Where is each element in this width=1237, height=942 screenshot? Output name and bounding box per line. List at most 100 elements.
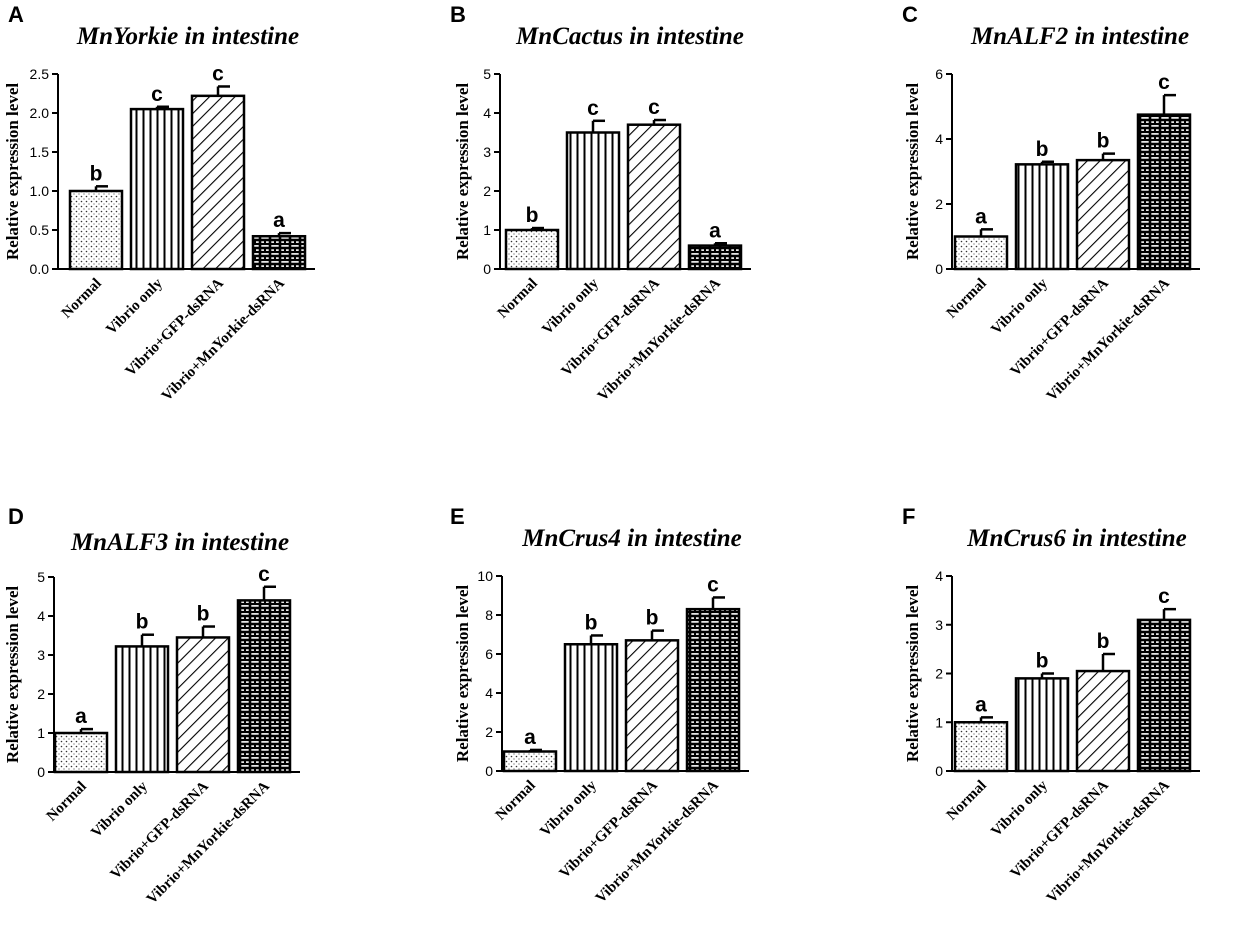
significance-label: b (585, 611, 598, 634)
significance-label: c (707, 573, 719, 596)
y-tick-label: 0.5 (30, 222, 50, 238)
y-tick-label: 2 (37, 686, 45, 702)
y-tick-label: 4 (37, 608, 45, 624)
significance-label: a (273, 209, 285, 232)
bar-vibrio-gfp-dsrna (626, 123, 682, 271)
panel-f: F MnCrus6 in intestine Relative expression… (902, 504, 1200, 906)
category-label-normal: Normal (944, 276, 990, 322)
panel-title: MnCrus4 in intestine (521, 525, 742, 552)
significance-label: c (151, 83, 163, 106)
panel-title: MnALF2 in intestine (970, 23, 1189, 50)
significance-label: b (1036, 138, 1049, 161)
y-tick-label: 6 (935, 66, 943, 82)
panel-title: MnALF3 in intestine (70, 529, 289, 556)
bar-vibrio-mnyorkie-dsrna (685, 607, 741, 773)
category-label-vibrio-only: Vibrio only (988, 777, 1051, 840)
y-axis-label: Relative expression level (453, 585, 472, 762)
panel-d: D MnALF3 in intestine Relative expression … (3, 504, 300, 907)
significance-label: b (90, 162, 103, 185)
panel-letter: C (902, 2, 918, 27)
significance-label: a (975, 693, 987, 716)
significance-label: a (524, 726, 536, 749)
y-tick-label: 1 (483, 222, 491, 238)
category-label-vibrio-only: Vibrio only (103, 275, 166, 338)
y-tick-label: 1 (935, 714, 943, 730)
y-tick-label: 1.5 (30, 144, 50, 160)
panel-title: MnCrus6 in intestine (966, 525, 1187, 552)
category-label-vibrio-mnyorkie-dsrna: Vibrio+MnYorkie-dsRNA (593, 777, 722, 906)
y-axis-label: Relative expression level (453, 83, 472, 260)
y-tick-label: 2.0 (30, 105, 50, 121)
category-label-vibrio-only: Vibrio only (988, 275, 1051, 338)
significance-label: c (648, 96, 660, 119)
significance-label: b (1036, 650, 1049, 673)
panel-e: E MnCrus4 in intestine Relative expression… (450, 504, 749, 906)
bar-vibrio-only (129, 107, 185, 271)
significance-label: c (212, 62, 224, 85)
bar-normal (68, 189, 124, 271)
bar-vibrio-only (563, 643, 619, 773)
significance-label: a (975, 205, 987, 228)
significance-label: b (136, 611, 149, 634)
significance-label: a (709, 219, 721, 242)
y-tick-label: 2.5 (30, 66, 50, 82)
y-tick-label: 2 (483, 183, 491, 199)
panel-letter: D (8, 504, 24, 529)
y-tick-label: 0 (37, 764, 45, 780)
y-tick-label: 1 (37, 725, 45, 741)
y-tick-label: 2 (935, 666, 943, 682)
bar-vibrio-gfp-dsrna (190, 94, 246, 271)
category-label-vibrio-mnyorkie-dsrna: Vibrio+MnYorkie-dsRNA (159, 275, 288, 404)
category-label-normal: Normal (944, 778, 990, 824)
bar-normal (504, 228, 560, 271)
y-tick-label: 2 (485, 724, 493, 740)
bar-vibrio-mnyorkie-dsrna (687, 244, 743, 271)
y-tick-label: 5 (483, 66, 491, 82)
y-tick-label: 8 (485, 607, 493, 623)
category-label-vibrio-mnyorkie-dsrna: Vibrio+MnYorkie-dsRNA (1044, 777, 1173, 906)
panel-letter: E (450, 504, 465, 529)
significance-label: c (1158, 585, 1170, 608)
bar-normal (953, 721, 1009, 773)
bar-vibrio-only (1014, 163, 1070, 271)
bar-vibrio-only (114, 645, 170, 774)
y-tick-label: 1.0 (30, 183, 50, 199)
y-tick-label: 0 (935, 261, 943, 277)
bar-vibrio-mnyorkie-dsrna (1136, 113, 1192, 271)
panel-letter: F (902, 504, 915, 529)
significance-label: b (1097, 630, 1110, 653)
panel-letter: A (8, 2, 24, 27)
category-label-vibrio-mnyorkie-dsrna: Vibrio+MnYorkie-dsRNA (144, 778, 273, 907)
y-axis-label: Relative expression level (3, 586, 22, 763)
bar-vibrio-gfp-dsrna (624, 639, 680, 773)
significance-label: c (258, 563, 270, 586)
y-tick-label: 4 (483, 105, 491, 121)
panel-c: C MnALF2 in intestine Relative expression … (902, 2, 1200, 404)
category-label-normal: Normal (44, 779, 90, 825)
bar-vibrio-gfp-dsrna (1075, 158, 1131, 271)
y-axis-label: Relative expression level (903, 83, 922, 260)
y-tick-label: 0 (485, 763, 493, 779)
bar-vibrio-gfp-dsrna (1075, 669, 1131, 773)
category-label-normal: Normal (493, 778, 539, 824)
significance-label: b (526, 204, 539, 227)
y-tick-label: 0 (935, 763, 943, 779)
panel-title: MnYorkie in intestine (76, 23, 299, 50)
y-axis-label: Relative expression level (903, 585, 922, 762)
y-tick-label: 4 (485, 685, 493, 701)
bar-vibrio-only (1014, 677, 1070, 773)
significance-label: b (646, 607, 659, 630)
y-tick-label: 0 (483, 261, 491, 277)
significance-label: b (1097, 130, 1110, 153)
y-tick-label: 3 (483, 144, 491, 160)
y-tick-label: 0.0 (30, 261, 50, 277)
y-tick-label: 6 (485, 646, 493, 662)
category-label-vibrio-only: Vibrio only (88, 778, 151, 841)
category-label-vibrio-mnyorkie-dsrna: Vibrio+MnYorkie-dsRNA (595, 275, 724, 404)
y-tick-label: 4 (935, 131, 943, 147)
panel-title: MnCactus in intestine (515, 23, 744, 50)
panel-letter: B (450, 2, 466, 27)
category-label-vibrio-only: Vibrio only (539, 275, 602, 338)
significance-label: c (1158, 71, 1170, 94)
